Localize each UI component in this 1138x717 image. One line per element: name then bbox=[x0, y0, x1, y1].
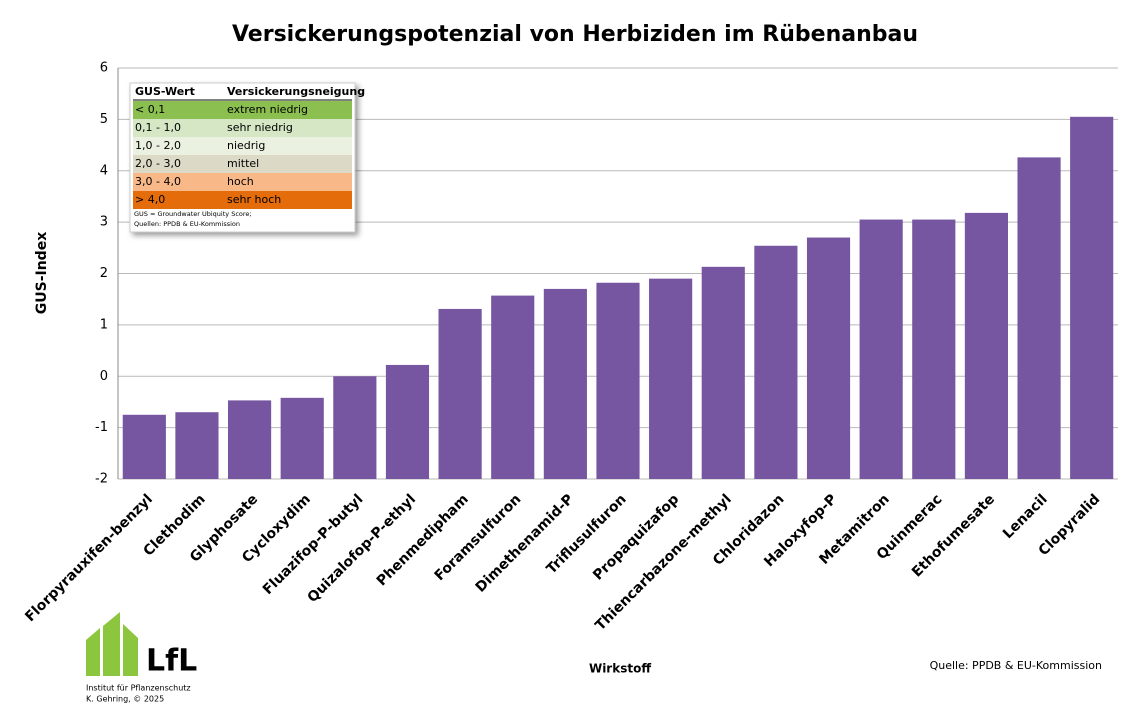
x-tick-label: Dimethenamid-P bbox=[473, 491, 577, 595]
bar bbox=[333, 376, 377, 479]
legend-table-row bbox=[133, 119, 352, 137]
x-tick-label: Lenacil bbox=[1000, 491, 1051, 542]
legend-table-row bbox=[133, 191, 352, 209]
x-tick-label: Fluazifop-P-butyl bbox=[260, 491, 367, 598]
bar bbox=[122, 414, 166, 479]
bar bbox=[543, 288, 587, 479]
logo-author: K. Gehring, © 2025 bbox=[86, 695, 164, 704]
logo-leaf bbox=[86, 628, 100, 676]
x-tick-label: Florpyrauxifen-benzyl bbox=[22, 491, 156, 625]
legend-table-header: Versickerungsneigung bbox=[227, 85, 365, 98]
logo-leaf bbox=[123, 624, 138, 676]
bar bbox=[175, 412, 219, 479]
legend-table-header: GUS-Wert bbox=[135, 85, 195, 98]
y-tick-label: -1 bbox=[95, 420, 108, 435]
logo-leaf bbox=[103, 612, 120, 676]
bar bbox=[754, 245, 798, 479]
bar bbox=[806, 237, 851, 479]
legend-table-row bbox=[133, 155, 352, 173]
legend-class: sehr hoch bbox=[227, 193, 281, 206]
y-tick-label: 1 bbox=[100, 317, 108, 332]
legend-class: sehr niedrig bbox=[227, 121, 293, 134]
bar bbox=[596, 282, 640, 479]
bar bbox=[1017, 157, 1061, 479]
legend-table-row bbox=[133, 101, 352, 119]
bar bbox=[701, 266, 745, 479]
legend-range: 2,0 - 3,0 bbox=[135, 157, 181, 170]
logo-name: LfL bbox=[146, 644, 197, 679]
bar bbox=[491, 295, 535, 479]
bar bbox=[859, 219, 903, 479]
legend-range: 0,1 - 1,0 bbox=[135, 121, 181, 134]
chart-title: Versickerungspotenzial von Herbiziden im… bbox=[232, 22, 918, 47]
y-tick-label: -2 bbox=[95, 472, 108, 487]
bar bbox=[438, 308, 482, 479]
y-tick-label: 2 bbox=[100, 266, 108, 281]
legend-note: GUS = Groundwater Ubiquity Score; bbox=[134, 210, 252, 218]
legend-class: mittel bbox=[227, 157, 259, 170]
y-axis-label: GUS-Index bbox=[34, 232, 50, 314]
y-tick-label: 0 bbox=[100, 369, 108, 384]
legend-table-row bbox=[133, 137, 352, 155]
legend-table: GUS-Wert Versickerungsneigung < 0,1 extrem … bbox=[129, 82, 365, 233]
source: Quelle: PPDB & EU-Kommission bbox=[930, 659, 1102, 672]
bar bbox=[1070, 116, 1114, 480]
logo: LfL Institut für Pflanzenschutz K. Gehri… bbox=[86, 612, 197, 704]
bar bbox=[280, 397, 324, 479]
legend-table-row bbox=[133, 173, 352, 191]
legend-range: > 4,0 bbox=[135, 193, 165, 206]
legend-class: extrem niedrig bbox=[227, 103, 308, 116]
legend-range: < 0,1 bbox=[135, 103, 165, 116]
legend-class: niedrig bbox=[227, 139, 265, 152]
legend-range: 1,0 - 2,0 bbox=[135, 139, 181, 152]
y-tick-label: 5 bbox=[100, 112, 108, 127]
y-tick-label: 3 bbox=[100, 215, 108, 230]
bar bbox=[912, 219, 956, 479]
bar bbox=[385, 364, 430, 479]
bar bbox=[649, 278, 693, 479]
y-tick-label: 6 bbox=[100, 61, 108, 76]
logo-institute: Institut für Pflanzenschutz bbox=[86, 684, 191, 693]
legend-range: 3,0 - 4,0 bbox=[135, 175, 181, 188]
bar bbox=[964, 212, 1008, 479]
legend-class: hoch bbox=[227, 175, 254, 188]
bar bbox=[228, 400, 272, 479]
legend-note: Quellen: PPDB & EU-Kommission bbox=[134, 220, 240, 228]
y-tick-label: 4 bbox=[100, 163, 108, 178]
x-axis-label: Wirkstoff bbox=[589, 662, 651, 676]
x-tick-label: Phenmedipham bbox=[374, 491, 472, 589]
